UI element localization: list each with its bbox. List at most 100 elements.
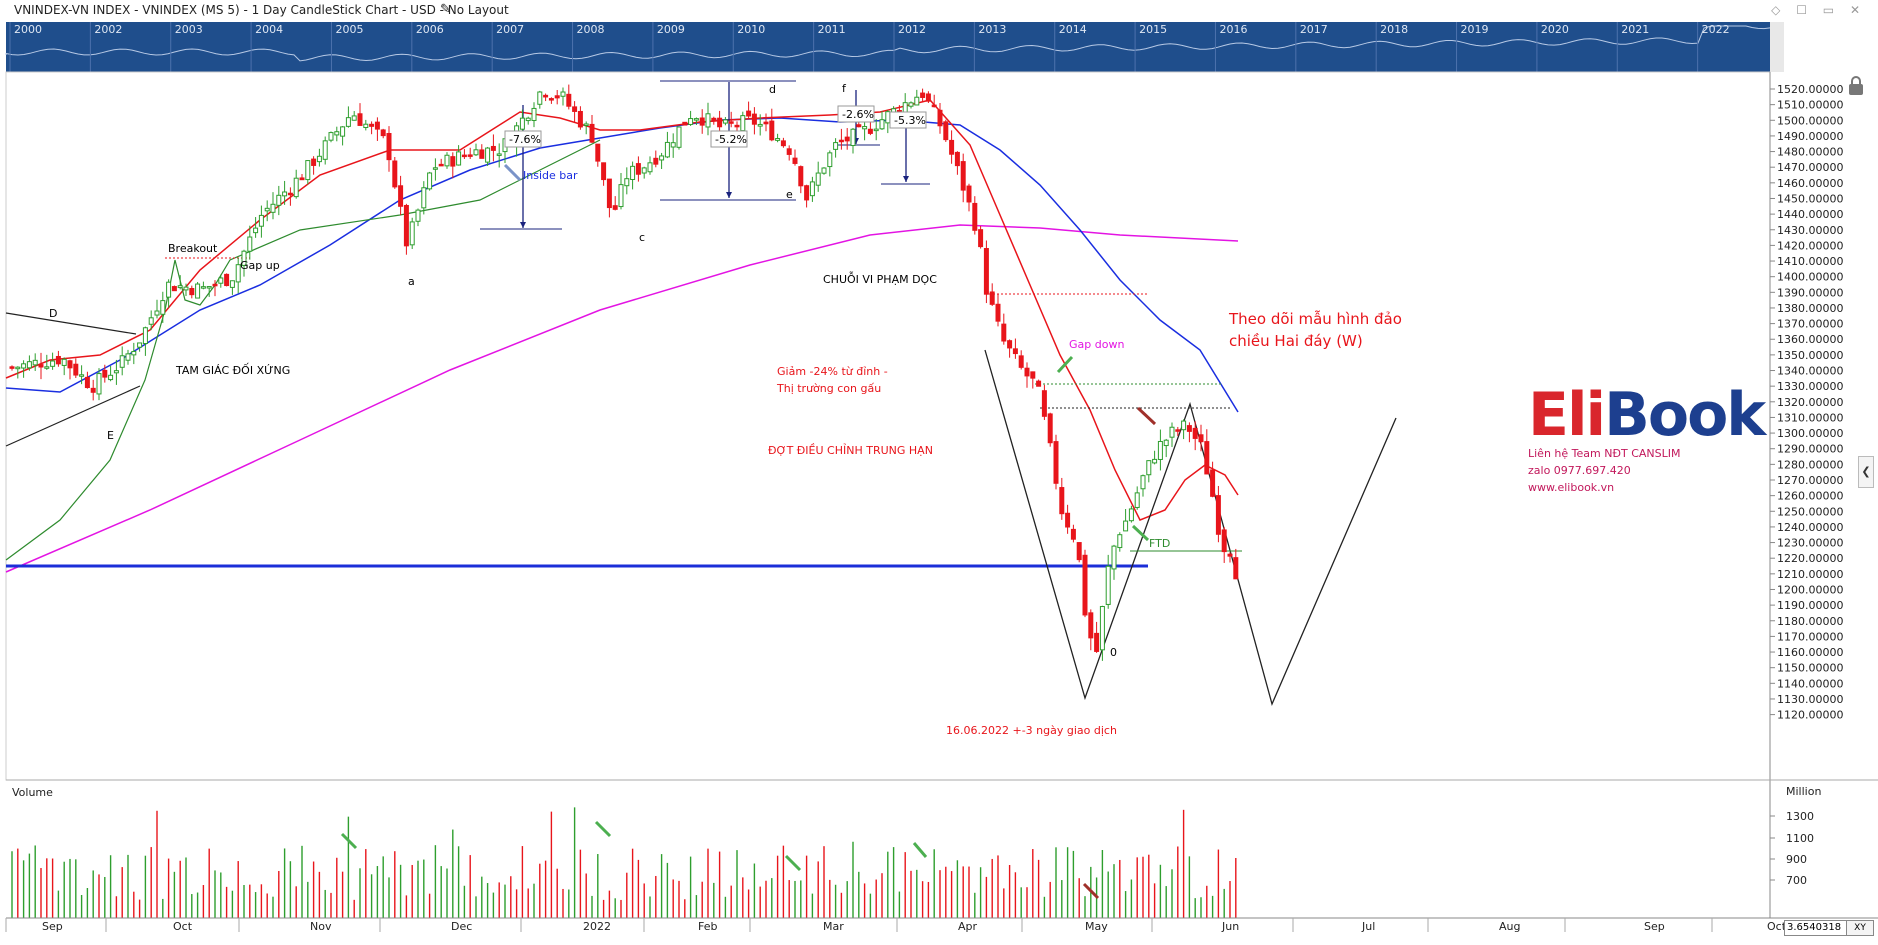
candle-body: [9, 366, 15, 369]
candle-body: [340, 126, 346, 137]
candle-body: [647, 162, 653, 173]
candle-body: [427, 172, 433, 190]
candle-body: [479, 149, 485, 159]
candle-body: [746, 110, 752, 117]
candle-body: [1099, 606, 1105, 651]
candle-body: [1036, 380, 1042, 387]
ann-dot: ĐỢT ĐIỀU CHỈNH TRUNG HẠN: [768, 443, 933, 457]
y-tick-label: 1200.00000: [1777, 583, 1843, 596]
candle-body: [171, 286, 177, 292]
annotations: Breakout Gap up TAM GIÁC ĐỐI XỨNG D E a …: [49, 82, 1402, 737]
candle-body: [757, 123, 763, 127]
volume-tick-label: 1100: [1786, 832, 1814, 845]
candle-body: [966, 185, 972, 203]
candle-body: [490, 145, 496, 151]
navigator[interactable]: 2000 2002 2003 2004 2005 2006 2007 2008 2009 2010…: [5, 22, 1784, 72]
ann-pct-3: -2.6%: [842, 108, 874, 121]
navigator-handle[interactable]: [1770, 22, 1784, 72]
candle-body: [108, 374, 114, 381]
candle-body: [1140, 475, 1146, 490]
x-tick-label: Jul: [1361, 920, 1375, 933]
ann-giam-1: Giảm -24% từ đỉnh -: [777, 365, 888, 378]
collapse-panel-button[interactable]: ❮: [1858, 456, 1874, 488]
candle-body: [543, 94, 549, 98]
candle-body: [624, 178, 630, 187]
navigator-year: 2019: [1461, 23, 1489, 36]
candle-body: [473, 149, 479, 156]
navigator-year: 2011: [818, 23, 846, 36]
candle-body: [450, 156, 456, 167]
candle-body: [780, 140, 786, 147]
title-bar: VNINDEX-VN INDEX - VNINDEX (MS 5) - 1 Da…: [0, 0, 1878, 22]
candle-body: [937, 109, 943, 127]
candle-body: [641, 167, 647, 174]
candle-body: [873, 128, 879, 132]
candle-body: [224, 273, 230, 287]
candle-body: [693, 118, 699, 121]
ann-c: c: [639, 231, 645, 244]
candle-body: [943, 121, 949, 141]
candle-body: [862, 126, 868, 130]
navigator-year: 2022: [1702, 23, 1730, 36]
elibook-logo: EliBook Liên hệ Team NĐT CANSLIM zalo 09…: [1528, 385, 1766, 505]
ftd-arrow: [1131, 524, 1150, 542]
ann-pct-4: -5.3%: [894, 114, 926, 127]
volume-tick-label: 1300: [1786, 810, 1814, 823]
peak-arrow: [1136, 406, 1157, 426]
y-tick-label: 1330.00000: [1777, 380, 1843, 393]
x-tick-label: Dec: [451, 920, 472, 933]
candle-body: [566, 93, 572, 107]
candle-body: [914, 96, 920, 106]
window-controls[interactable]: ◇ ☐ ▭ ✕: [1771, 3, 1866, 17]
volume-title: Volume: [12, 786, 53, 799]
ann-theo-doi-1: Theo dõi mẫu hình đảo: [1228, 310, 1402, 328]
ann-ftd: FTD: [1149, 537, 1170, 550]
y-tick-label: 1400.00000: [1777, 271, 1843, 284]
x-tick-label: Feb: [698, 920, 717, 933]
candle-body: [960, 161, 966, 191]
navigator-year: 2021: [1621, 23, 1649, 36]
candle-body: [311, 158, 317, 166]
inside-bar-arrow: [503, 163, 522, 182]
y-tick-label: 1130.00000: [1777, 693, 1843, 706]
navigator-year: 2016: [1219, 23, 1247, 36]
candle-body: [537, 91, 543, 105]
candle-body: [978, 229, 984, 248]
navigator-year: 2009: [657, 23, 685, 36]
candle-body: [1175, 429, 1181, 432]
y-tick-label: 1410.00000: [1777, 255, 1843, 268]
candle-body: [189, 287, 195, 296]
lock-icon[interactable]: [1848, 76, 1864, 96]
candle-body: [589, 123, 595, 143]
ann-zero: 0: [1110, 646, 1117, 659]
navigator-year: 2012: [898, 23, 926, 36]
candle-body: [1215, 495, 1221, 535]
logo-line-1: Liên hệ Team NĐT CANSLIM: [1528, 447, 1681, 460]
candle-body: [1047, 413, 1053, 444]
candle-body: [328, 132, 334, 141]
candle-body: [456, 151, 462, 166]
candle-body: [1128, 508, 1134, 522]
x-tick-label: Oct: [173, 920, 193, 933]
candle-body: [618, 184, 624, 208]
candle-body: [316, 155, 322, 163]
ann-pct-1: -7.6%: [509, 133, 541, 146]
candle-body: [38, 364, 44, 368]
candle-body: [334, 131, 340, 136]
candle-body: [125, 353, 131, 361]
candle-body: [26, 361, 32, 369]
ann-d: D: [49, 307, 57, 320]
candle-body: [154, 310, 160, 316]
candle-body: [467, 154, 473, 157]
xy-toggle-button[interactable]: XY: [1846, 920, 1874, 936]
ann-a: a: [408, 275, 415, 288]
candle-body: [1163, 439, 1169, 447]
candle-body: [148, 317, 154, 325]
candle-body: [1053, 441, 1059, 484]
candle-body: [1117, 534, 1123, 549]
triangle-top: [5, 312, 137, 335]
y-tick-label: 1520.00000: [1777, 83, 1843, 96]
edit-title-icon[interactable]: ✎: [440, 2, 451, 17]
candle-body: [496, 153, 502, 156]
